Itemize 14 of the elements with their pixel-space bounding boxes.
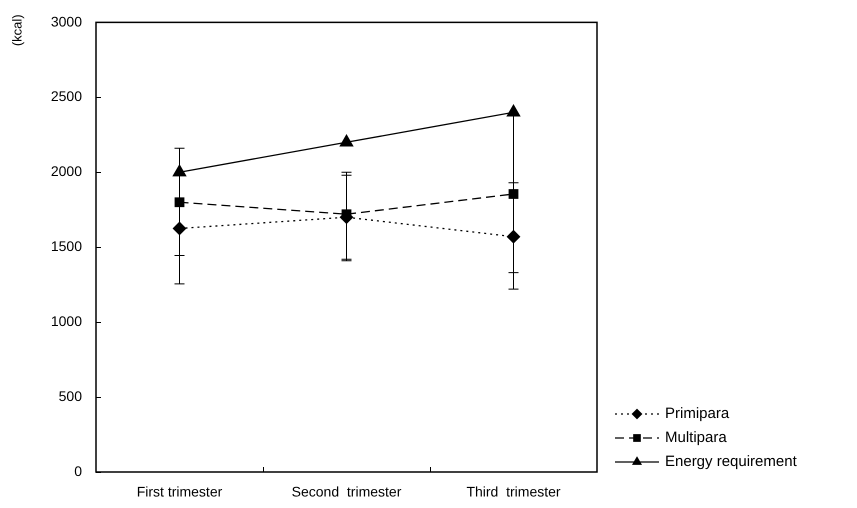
x-tick-label: Second trimester — [292, 483, 402, 500]
x-tick-label: First trimester — [136, 483, 223, 500]
y-tick-label: 1500 — [50, 238, 82, 254]
legend-label: Energy requirement — [665, 453, 798, 470]
y-axis-title: (kcal) — [10, 14, 25, 46]
y-tick-label: 2500 — [50, 88, 82, 104]
y-tick-label: 0 — [74, 462, 82, 479]
y-tick-label: 500 — [58, 388, 82, 404]
legend-label: Multipara — [665, 429, 728, 446]
y-tick-label: 1000 — [50, 312, 82, 329]
legend-label: Primipara — [665, 405, 730, 422]
y-tick-label: 3000 — [50, 13, 82, 30]
x-tick-label: Third trimester — [466, 483, 561, 500]
y-tick-label: 2000 — [50, 163, 82, 180]
